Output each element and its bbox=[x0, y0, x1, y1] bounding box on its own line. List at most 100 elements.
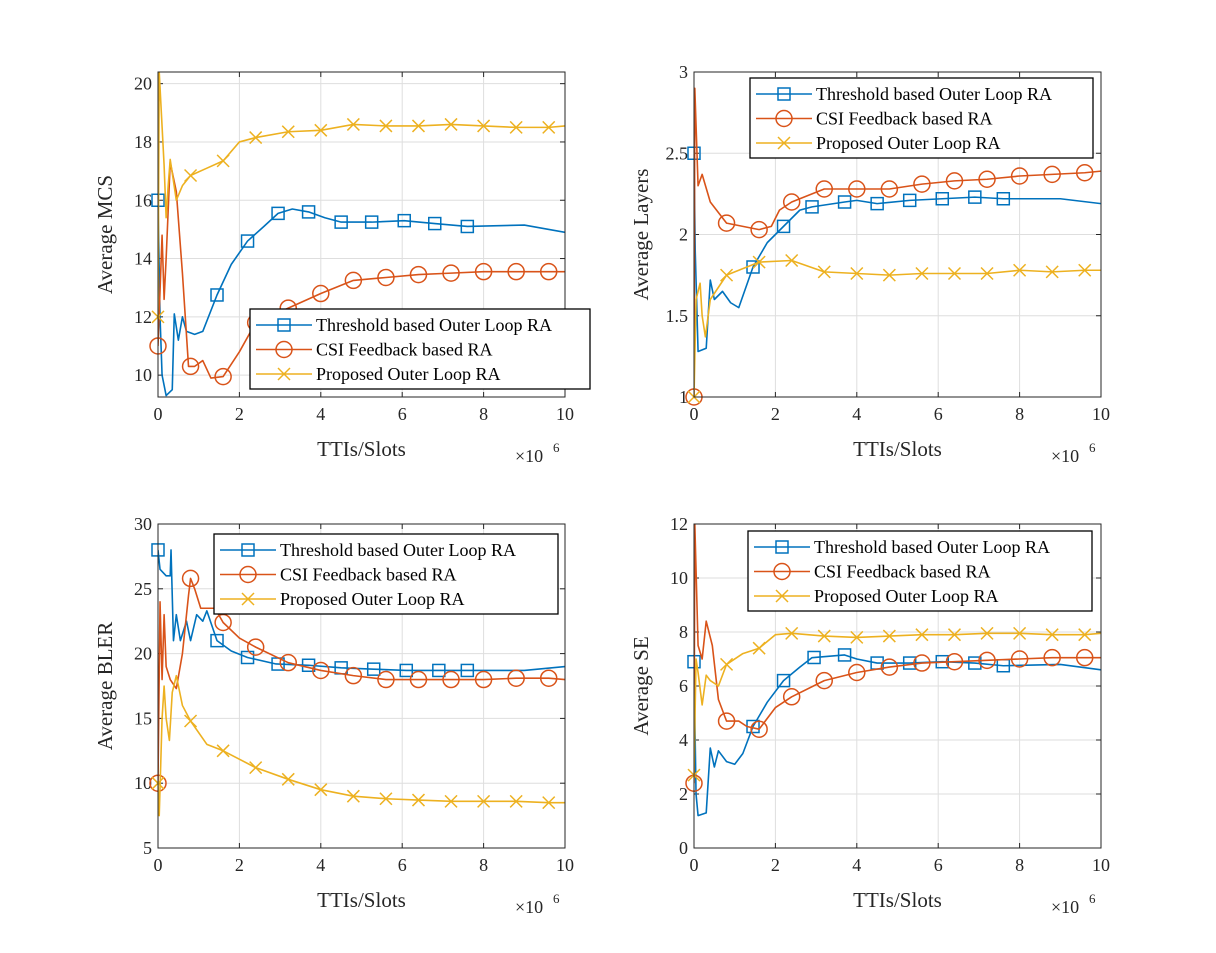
data-point bbox=[805, 200, 819, 214]
data-point bbox=[915, 628, 929, 642]
x-axis-label: TTIs/Slots bbox=[853, 437, 942, 461]
data-point bbox=[210, 288, 224, 302]
x-tick-label: 6 bbox=[934, 855, 943, 875]
series-markers bbox=[149, 569, 558, 792]
circle-marker-icon bbox=[239, 565, 257, 584]
y-axis-label: Average Layers bbox=[629, 169, 653, 301]
y-tick-label: 1 bbox=[679, 387, 688, 407]
legend-label: CSI Feedback based RA bbox=[816, 109, 992, 129]
data-point bbox=[785, 253, 799, 268]
data-point bbox=[785, 626, 799, 640]
data-point bbox=[882, 268, 896, 282]
axes-box bbox=[693, 71, 1102, 398]
circle-marker-icon bbox=[775, 109, 793, 128]
x-tick-label: 0 bbox=[154, 404, 163, 424]
square-marker-icon bbox=[241, 543, 255, 557]
y-tick-label: 10 bbox=[134, 365, 152, 385]
data-point bbox=[815, 671, 833, 690]
data-point bbox=[837, 648, 852, 662]
legend-entry: Threshold based Outer Loop RA bbox=[756, 84, 1052, 104]
data-point bbox=[346, 117, 360, 131]
x-tick-label: 2 bbox=[235, 855, 244, 875]
legend-entry: Threshold based Outer Loop RA bbox=[256, 315, 552, 335]
subplot-1: 0 2 4 6 8 10 10 12 14 16 18 20 TTIs/Slots Average MCS… bbox=[93, 71, 591, 466]
data-point bbox=[542, 120, 556, 134]
data-point bbox=[945, 172, 964, 190]
series-line bbox=[158, 72, 565, 317]
data-point bbox=[314, 123, 328, 137]
legend: Threshold based Outer Loop RA CSI Feedbac… bbox=[749, 77, 1094, 159]
data-point bbox=[181, 569, 200, 588]
legend-label: CSI Feedback based RA bbox=[814, 562, 990, 582]
y-tick-label: 8 bbox=[679, 622, 688, 642]
data-point bbox=[1010, 650, 1029, 668]
data-point bbox=[945, 652, 964, 671]
data-point bbox=[184, 714, 198, 728]
data-point bbox=[210, 633, 224, 648]
data-point bbox=[1043, 648, 1061, 667]
legend-entry: CSI Feedback based RA bbox=[256, 340, 492, 360]
y-tick-label: 10 bbox=[670, 568, 688, 588]
legend-entry: CSI Feedback based RA bbox=[220, 565, 456, 585]
legend-entry: Proposed Outer Loop RA bbox=[756, 133, 1000, 153]
data-point bbox=[782, 193, 801, 211]
x-tick-label: 0 bbox=[690, 404, 699, 424]
data-point bbox=[913, 175, 931, 193]
x-exponent-label: ×10 bbox=[1051, 446, 1079, 466]
x-axis-label: TTIs/Slots bbox=[317, 888, 406, 912]
data-point bbox=[882, 629, 896, 643]
x-exponent: 6 bbox=[1089, 440, 1096, 455]
data-point bbox=[1078, 263, 1092, 277]
y-tick-label: 15 bbox=[134, 708, 152, 728]
square-marker-icon bbox=[777, 87, 791, 101]
series-square bbox=[158, 549, 565, 672]
subplot-4: 0 2 4 6 8 10 0 2 4 6 8 10 12 TTIs/Slots Average SE ×10 6… bbox=[629, 514, 1110, 917]
series-line bbox=[694, 259, 1101, 397]
y-tick-label: 2 bbox=[679, 784, 688, 804]
data-point bbox=[379, 792, 393, 806]
data-point bbox=[477, 119, 491, 133]
series-markers bbox=[687, 626, 1092, 782]
data-point bbox=[240, 234, 255, 248]
x-tick-label: 4 bbox=[316, 404, 325, 424]
data-point bbox=[980, 626, 994, 640]
x-exponent: 6 bbox=[1089, 891, 1096, 906]
data-point bbox=[444, 794, 458, 808]
y-tick-label: 25 bbox=[134, 579, 152, 599]
legend-entry: Proposed Outer Loop RA bbox=[256, 364, 500, 384]
legend: Threshold based Outer Loop RA CSI Feedbac… bbox=[747, 530, 1093, 612]
axes-box bbox=[157, 71, 566, 398]
legend-entry: Threshold based Outer Loop RA bbox=[754, 537, 1050, 557]
x-axis-label: TTIs/Slots bbox=[317, 437, 406, 461]
data-point bbox=[817, 629, 831, 643]
legend: Threshold based Outer Loop RA CSI Feedbac… bbox=[249, 308, 591, 390]
data-point bbox=[442, 670, 460, 689]
legend-label: Proposed Outer Loop RA bbox=[816, 133, 1000, 153]
series-line bbox=[694, 524, 1101, 784]
data-point bbox=[184, 168, 198, 183]
x-tick-label: 10 bbox=[556, 404, 574, 424]
legend-label: Threshold based Outer Loop RA bbox=[280, 540, 516, 560]
data-point bbox=[1013, 626, 1027, 640]
data-point bbox=[913, 654, 931, 672]
x-tick-label: 4 bbox=[852, 855, 861, 875]
series-x bbox=[694, 632, 1101, 776]
data-point bbox=[411, 793, 426, 807]
data-point bbox=[346, 789, 360, 803]
y-axis-label: Average SE bbox=[629, 636, 653, 735]
x-tick-label: 10 bbox=[1092, 404, 1110, 424]
y-tick-label: 2.5 bbox=[666, 143, 689, 163]
data-point bbox=[750, 720, 768, 738]
x-marker-icon bbox=[241, 592, 255, 606]
y-tick-label: 0 bbox=[679, 838, 688, 858]
x-exponent: 6 bbox=[553, 891, 560, 906]
data-point bbox=[1075, 648, 1094, 667]
data-point bbox=[717, 214, 736, 232]
data-point bbox=[271, 206, 285, 221]
x-marker-icon bbox=[277, 367, 291, 381]
data-point bbox=[978, 651, 996, 670]
data-point bbox=[432, 663, 446, 678]
x-axis-label: TTIs/Slots bbox=[853, 888, 942, 912]
data-point bbox=[1075, 164, 1094, 182]
